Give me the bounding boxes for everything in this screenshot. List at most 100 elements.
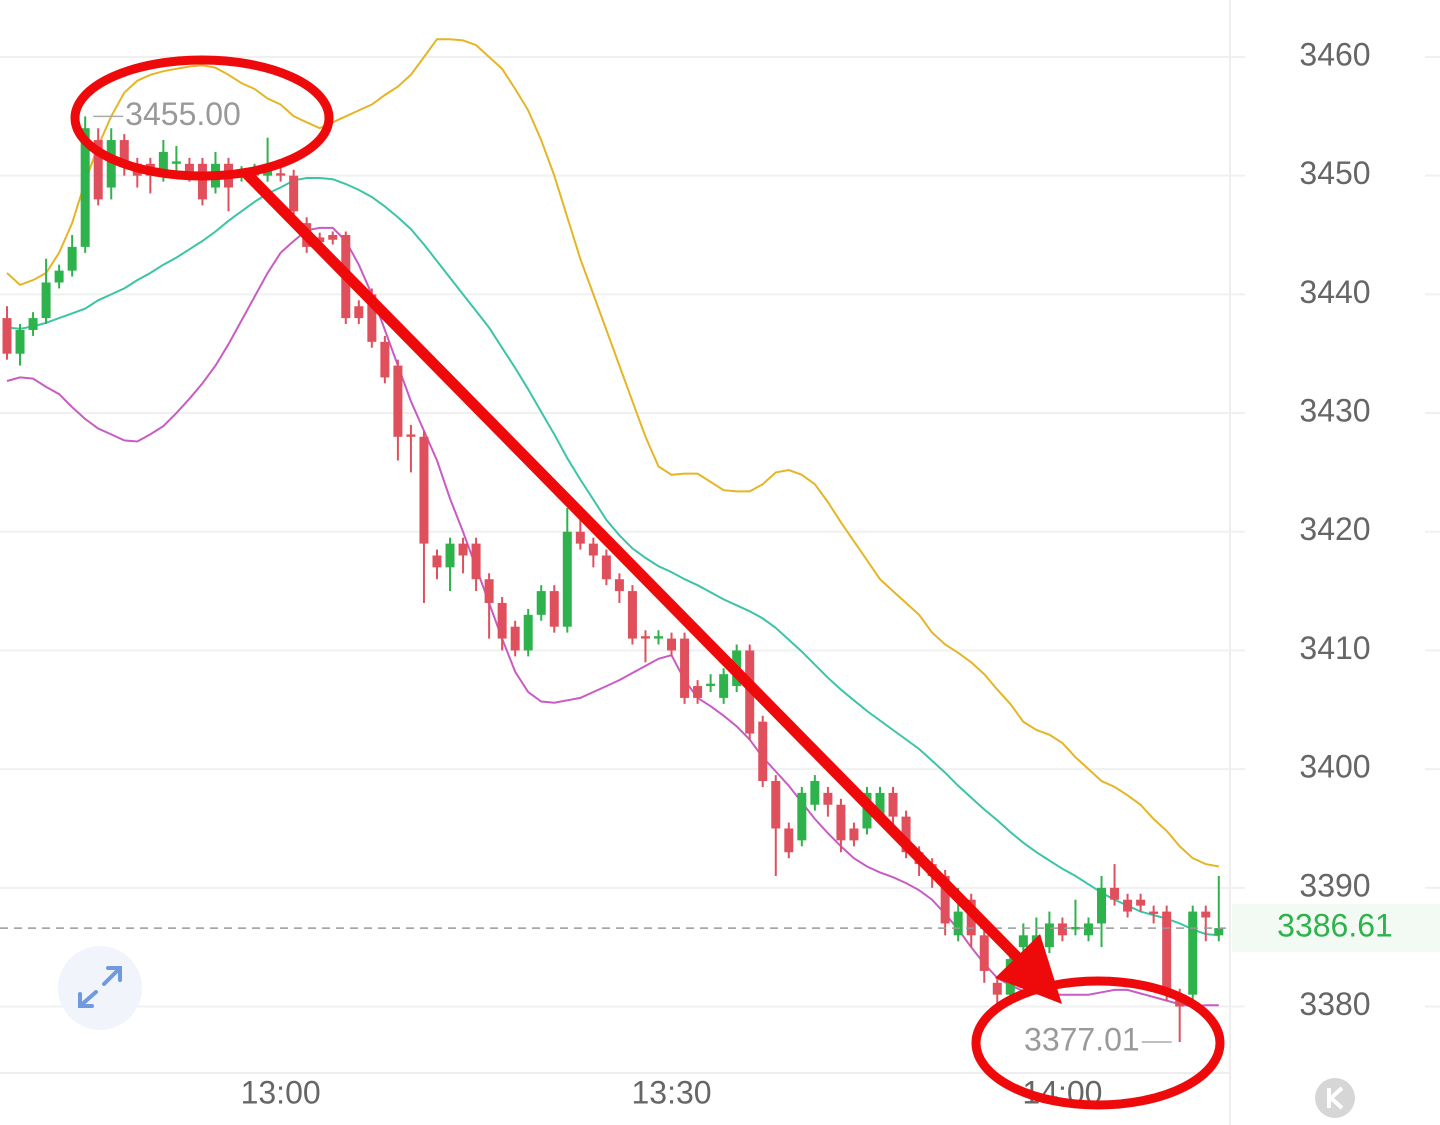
candle-body: [1149, 911, 1159, 914]
last-price-box: [1232, 904, 1440, 953]
candle-body: [588, 543, 598, 556]
candle-body: [171, 161, 181, 164]
candle-body: [15, 329, 25, 354]
annotations: [70, 55, 1225, 1110]
candle-body: [849, 828, 859, 841]
k-button[interactable]: [1315, 1078, 1355, 1118]
high-marker-label: 3455.00: [125, 96, 241, 132]
x-tick-label: 13:30: [631, 1074, 711, 1110]
candle-body: [784, 828, 794, 853]
candle-body: [276, 173, 286, 176]
candle-body: [654, 636, 663, 639]
candle-body: [54, 270, 64, 283]
candle-body: [289, 175, 299, 212]
candle-body: [197, 163, 207, 200]
candle-body: [497, 602, 507, 639]
expand-button[interactable]: [58, 946, 142, 1030]
candle-body: [758, 721, 768, 782]
candle-body: [2, 318, 12, 354]
candle-body: [667, 638, 677, 651]
candle-body: [810, 781, 820, 805]
candle-body: [315, 237, 325, 243]
candle-body: [797, 792, 807, 841]
candle-body: [680, 638, 690, 698]
plot: 3455.00 3377.01 3386.61: [0, 38, 1440, 1057]
candle-body: [484, 579, 494, 603]
candle-body: [823, 792, 833, 805]
candle-body: [536, 591, 546, 615]
candle-body: [901, 816, 911, 853]
candle-body: [458, 543, 468, 556]
candle-body: [80, 128, 90, 247]
x-tick-label: 13:00: [241, 1074, 321, 1110]
candle-body: [1110, 887, 1120, 900]
highlight-ellipse: [70, 55, 334, 181]
candle-body: [184, 163, 194, 176]
candle-body: [1214, 928, 1224, 936]
candle-body: [549, 591, 559, 627]
y-tick-label: 3420: [1299, 511, 1370, 547]
candle-body: [1044, 923, 1054, 948]
candle-body: [1162, 911, 1172, 995]
candle-body: [888, 792, 898, 817]
candle-body: [523, 614, 533, 651]
candle-body: [1097, 887, 1107, 924]
candle-body: [419, 436, 429, 544]
candle-body: [471, 543, 481, 580]
candle-body: [836, 804, 846, 841]
candle-body: [693, 686, 703, 698]
candle-body: [1018, 935, 1028, 948]
candle-body: [771, 781, 781, 829]
indicator-line: [6, 177, 1219, 937]
candle-body: [992, 982, 1002, 995]
candle-body: [67, 246, 77, 271]
candle-body: [367, 294, 377, 342]
candle-body: [1201, 911, 1211, 918]
y-tick-label: 3410: [1299, 630, 1370, 666]
y-tick-label: 3440: [1299, 274, 1370, 310]
candle-body: [875, 792, 885, 817]
y-tick-label: 3430: [1299, 393, 1370, 429]
candle-body: [575, 531, 585, 544]
low-marker-label: 3377.01: [1024, 1021, 1140, 1057]
indicator-line: [6, 226, 1219, 1008]
candle-body: [953, 911, 963, 936]
candle-body: [158, 151, 168, 176]
candle-body: [510, 626, 520, 651]
candle-body: [940, 875, 950, 924]
candle-body: [979, 935, 989, 971]
candle-body: [119, 140, 129, 164]
candle-body: [706, 683, 716, 687]
last-price-label: 3386.61: [1277, 908, 1393, 944]
candle-body: [1188, 911, 1198, 995]
candle-body: [614, 579, 624, 592]
candle-body: [354, 306, 364, 319]
candle-body: [1123, 899, 1133, 912]
candle-body: [393, 365, 403, 437]
candle-body: [562, 531, 572, 627]
candle-body: [445, 543, 455, 568]
trend-arrow: [241, 168, 1024, 964]
candle-body: [106, 140, 116, 188]
candle-body: [380, 341, 390, 378]
y-tick-label: 3400: [1299, 749, 1370, 785]
candle-body: [432, 555, 442, 568]
candle-body: [93, 140, 103, 200]
arrow-head: [995, 934, 1062, 1004]
candle-body: [719, 674, 729, 698]
candle-body: [601, 555, 611, 580]
y-tick-label: 3380: [1299, 986, 1370, 1022]
candle-body: [640, 636, 650, 639]
candle-body: [627, 591, 637, 639]
candle-body: [41, 282, 51, 319]
candle-body: [1083, 923, 1093, 936]
candle-body: [406, 434, 416, 437]
indicator-line: [6, 38, 1219, 868]
candle-body: [28, 318, 38, 330]
candle-body: [1070, 927, 1080, 930]
y-tick-label: 3390: [1299, 867, 1370, 903]
candle-body: [1136, 899, 1146, 906]
